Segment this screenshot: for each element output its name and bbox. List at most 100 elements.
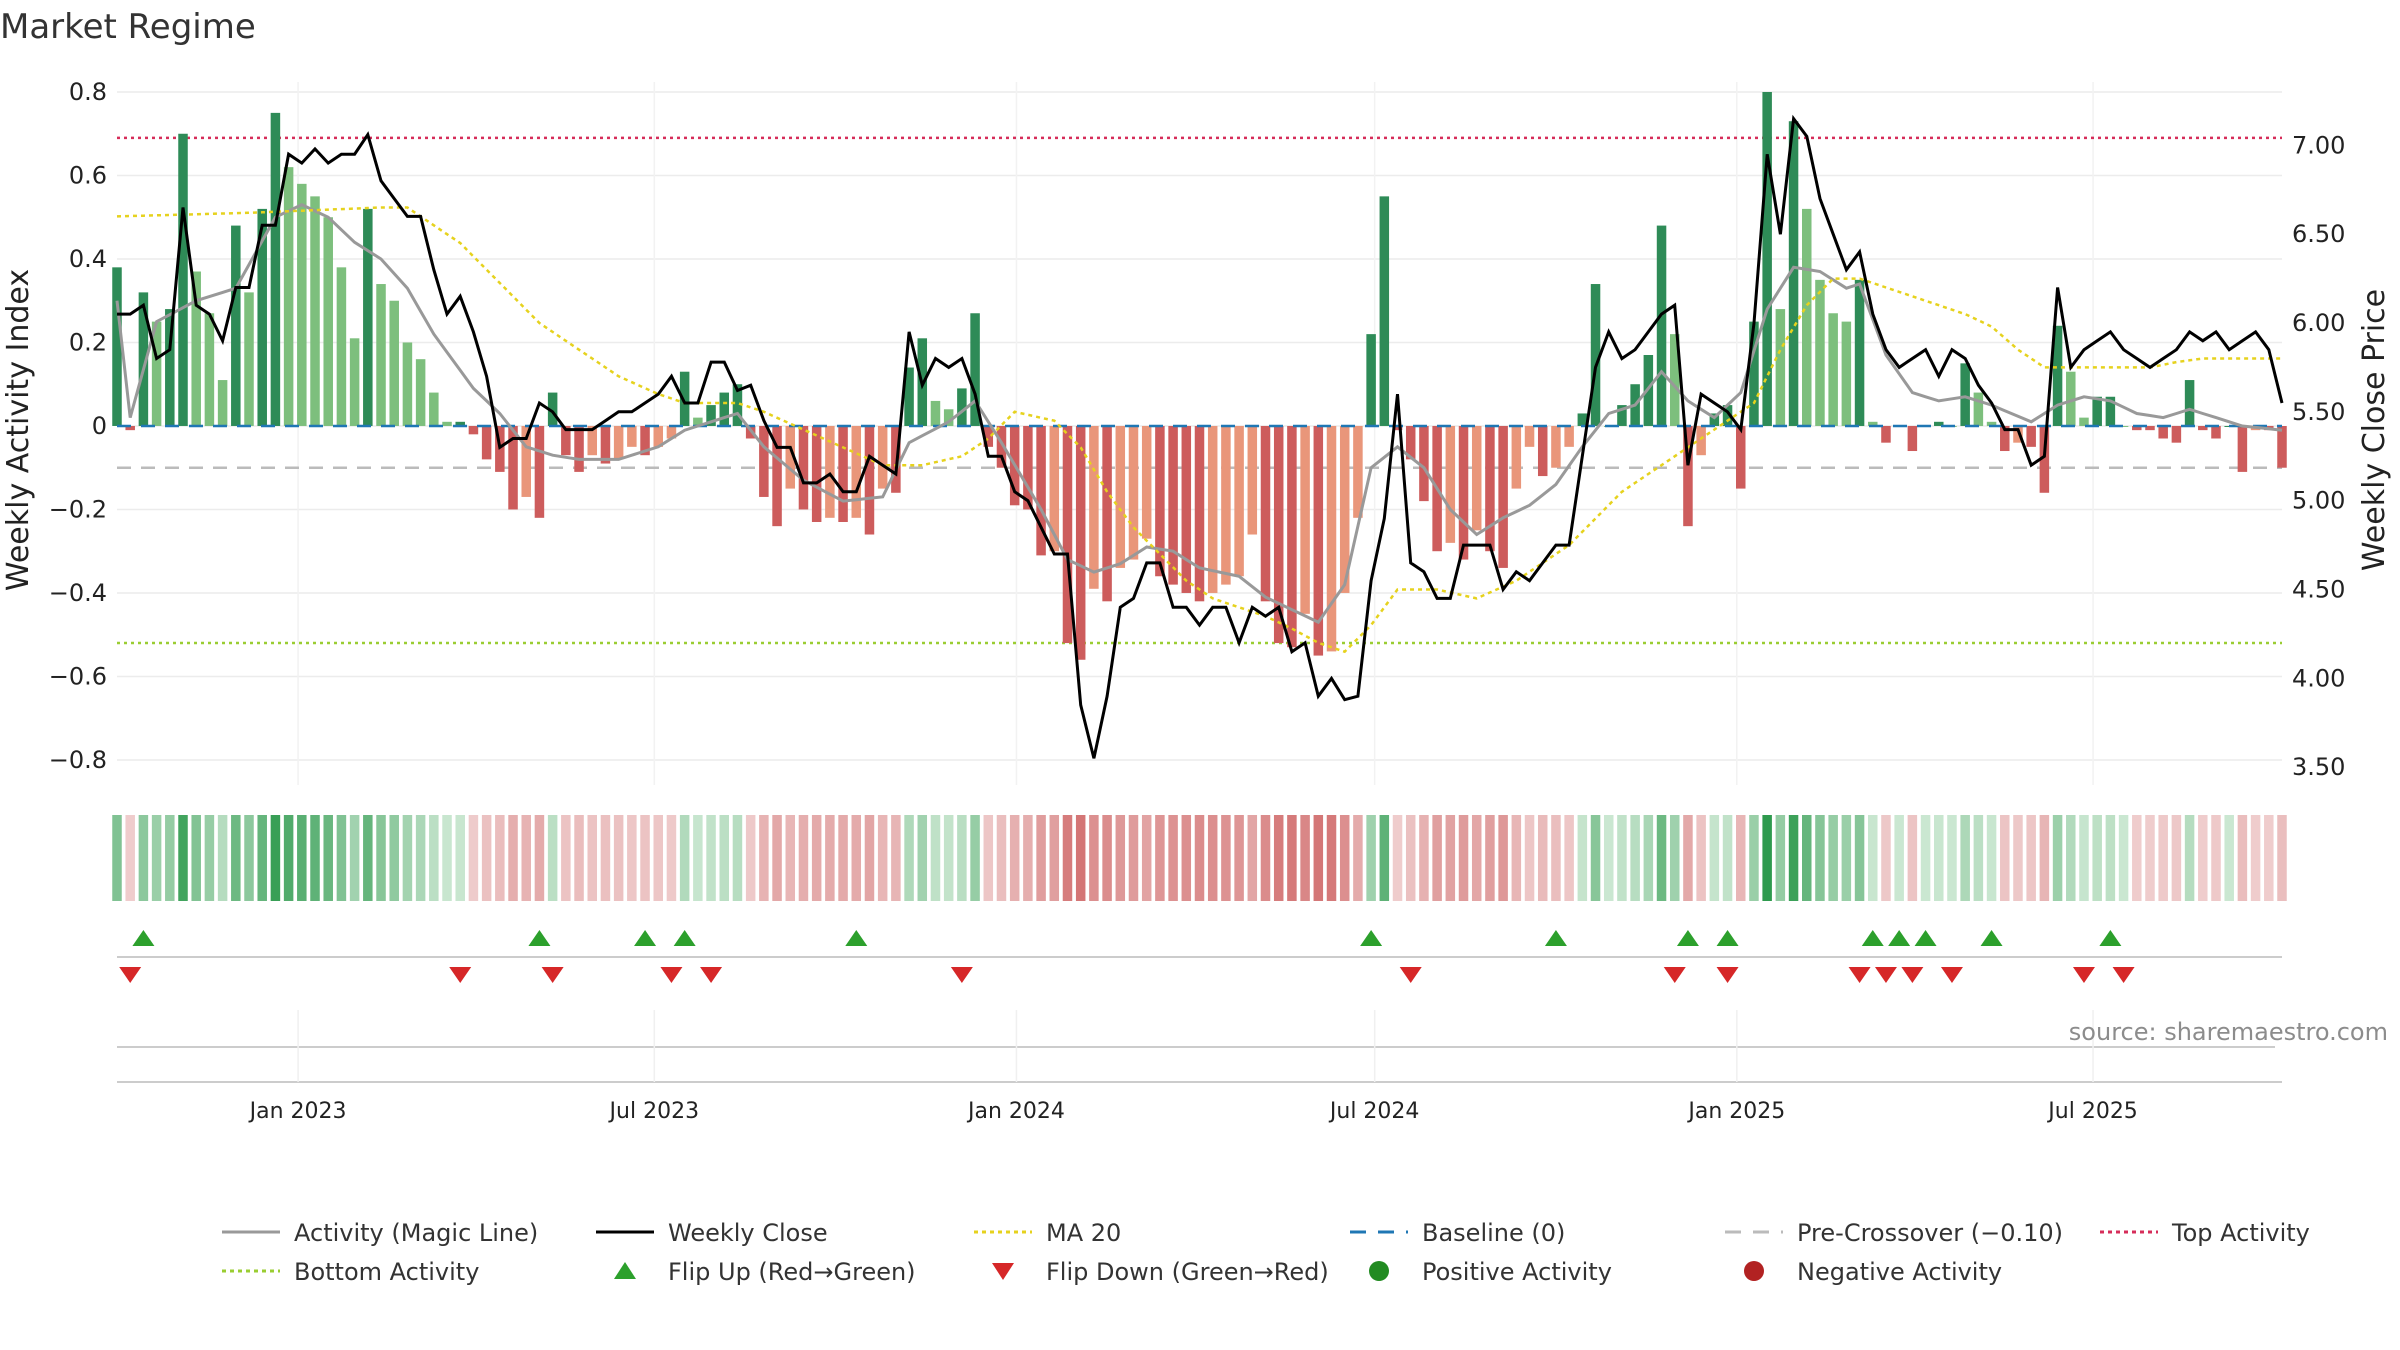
flip-markers xyxy=(117,930,2282,983)
heat-cell xyxy=(1247,815,1258,901)
heat-cell xyxy=(864,815,875,901)
activity-bar xyxy=(349,338,360,426)
activity-bar xyxy=(825,425,835,518)
activity-bar xyxy=(1683,425,1693,527)
legend-swatch xyxy=(1744,1261,1764,1281)
heat-cell xyxy=(2026,815,2036,901)
heat-cell xyxy=(2211,815,2221,901)
flip-up-marker xyxy=(1888,930,1911,946)
heat-cell xyxy=(112,815,122,901)
heat-cell xyxy=(1458,815,1469,901)
heat-cell xyxy=(310,815,320,901)
activity-bar xyxy=(2211,425,2221,439)
heat-cell xyxy=(679,815,690,901)
heat-cell xyxy=(1498,815,1508,901)
flip-down-marker xyxy=(119,967,142,983)
legend-item: Positive Activity xyxy=(1369,1258,1612,1286)
activity-bar xyxy=(1828,313,1838,426)
activity-bar xyxy=(2171,425,2182,443)
heat-cell xyxy=(2237,815,2248,901)
flip-up-marker xyxy=(634,930,657,946)
heat-cell xyxy=(1405,815,1416,901)
heat-cell xyxy=(1643,815,1654,901)
activity-bar xyxy=(151,321,162,426)
activity-bar xyxy=(851,425,862,518)
activity-bar xyxy=(112,267,122,426)
weekly-close-line xyxy=(117,114,2284,759)
activity-bar xyxy=(310,196,320,426)
heat-cell xyxy=(1749,815,1759,901)
y-left-tick-label: 0 xyxy=(92,412,107,440)
heat-cell xyxy=(1577,815,1588,901)
activity-bar xyxy=(983,425,994,447)
activity-bar xyxy=(640,425,650,456)
heat-cell xyxy=(1366,815,1376,901)
legend-swatch xyxy=(614,1262,636,1279)
activity-bar xyxy=(2066,371,2076,426)
x-tick-label: Jul 2024 xyxy=(1328,1099,1420,1124)
activity-bar xyxy=(191,271,201,426)
heat-cell xyxy=(547,815,558,901)
heat-cell xyxy=(917,815,928,901)
heat-cell xyxy=(2184,815,2195,901)
heat-cell xyxy=(1854,815,1865,901)
heat-cell xyxy=(1168,815,1178,901)
heat-cell xyxy=(904,815,914,901)
flip-up-marker xyxy=(132,930,155,946)
activity-bar xyxy=(1709,413,1720,426)
legend-label: Positive Activity xyxy=(1422,1258,1612,1286)
heat-cell xyxy=(693,815,703,901)
activity-bar xyxy=(178,133,188,426)
activity-bar xyxy=(1471,425,1482,531)
heat-cell xyxy=(1273,815,1284,901)
activity-bar xyxy=(1049,425,1060,552)
heat-cell xyxy=(943,815,954,901)
activity-bars xyxy=(112,92,2287,660)
heat-cell xyxy=(1960,815,1970,901)
activity-bar xyxy=(508,425,518,510)
activity-bar xyxy=(693,417,703,426)
y-left-tick-label: 0.8 xyxy=(69,78,107,106)
activity-bar xyxy=(534,425,545,518)
heat-cell xyxy=(323,815,333,901)
heat-cell xyxy=(1115,815,1126,901)
heat-cell xyxy=(534,815,545,901)
y-axis-right-ticks: 7.00 6.50 6.00 5.50 5.00 4.50 4.00 3.50 xyxy=(2292,131,2345,781)
heat-cell xyxy=(1590,815,1601,901)
flip-down-marker xyxy=(660,967,683,983)
heat-cell xyxy=(930,815,941,901)
activity-bar xyxy=(877,425,888,489)
legend-label: Baseline (0) xyxy=(1422,1219,1565,1247)
legend-label: MA 20 xyxy=(1046,1219,1121,1247)
legend-label: Flip Down (Green→Red) xyxy=(1046,1258,1329,1286)
heat-cell xyxy=(1973,815,1984,901)
legend-item: Weekly Close xyxy=(596,1219,828,1247)
heat-cell xyxy=(825,815,835,901)
flip-down-marker xyxy=(1848,967,1871,983)
activity-bar xyxy=(627,425,637,447)
activity-bar xyxy=(363,208,373,426)
heat-cell xyxy=(2224,815,2234,901)
heat-cell xyxy=(1234,815,1244,901)
activity-bar xyxy=(1617,405,1627,426)
legend-item: Top Activity xyxy=(2100,1219,2310,1247)
activity-bar xyxy=(1075,425,1086,660)
activity-bar xyxy=(1815,279,1825,426)
activity-bar xyxy=(521,425,531,497)
heat-cell xyxy=(1524,815,1535,901)
y-right-tick-label: 3.50 xyxy=(2292,753,2345,781)
activity-bar xyxy=(1392,425,1403,431)
activity-bar xyxy=(1907,425,1918,452)
heat-cell xyxy=(2158,815,2168,901)
heat-cell xyxy=(1155,815,1165,901)
heat-cell xyxy=(191,815,201,901)
heat-cell xyxy=(1788,815,1799,901)
activity-bar xyxy=(1168,425,1178,585)
activity-bar xyxy=(1194,425,1205,602)
activity-bar xyxy=(2277,425,2287,468)
activity-bar xyxy=(1260,425,1271,602)
series-lines xyxy=(115,114,2284,759)
activity-bar xyxy=(561,425,571,456)
flip-up-marker xyxy=(2099,930,2122,946)
heat-cell xyxy=(1934,815,1944,901)
